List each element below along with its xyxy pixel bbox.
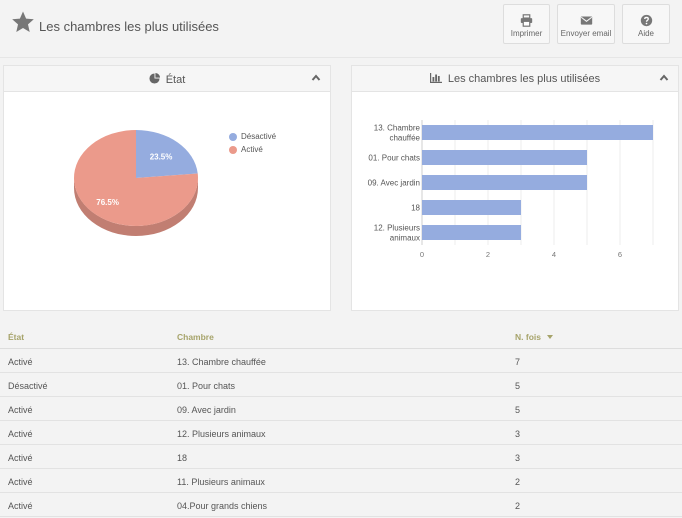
page-header: Les chambres les plus utilisées Imprimer…	[0, 0, 682, 58]
cell-etat: Activé	[8, 357, 33, 367]
pie-value-label: 23.5%	[150, 153, 173, 162]
help-icon	[640, 14, 652, 27]
bar-chart: 13. Chambre chauffée 01. Pour chats 09. Ave…	[368, 120, 654, 259]
print-button-label: Imprimer	[510, 29, 543, 38]
pie-side-activé	[74, 178, 198, 236]
state-panel-title: État	[165, 74, 186, 86]
bar-category-label: 12. Plusieurs animaux	[374, 224, 420, 243]
cell-etat: Activé	[8, 405, 33, 415]
sort-desc-icon	[546, 335, 553, 339]
rooms-panel-header: Les chambres les plus utilisées	[352, 66, 678, 92]
legend-label: Désactivé	[241, 132, 277, 141]
bar[interactable]	[422, 225, 521, 240]
send-email-button[interactable]: Envoyer email	[557, 4, 615, 44]
cell-etat: Désactivé	[8, 381, 48, 391]
state-panel-header: État	[4, 66, 330, 92]
cell-n-fois: 3	[515, 429, 521, 439]
send-email-button-label: Envoyer email	[560, 29, 612, 38]
pie-slice-activé[interactable]	[73, 130, 198, 226]
cell-chambre: 04.Pour grands chiens	[177, 501, 268, 511]
bar-category-label: 18	[411, 204, 420, 213]
help-button-label: Aide	[637, 29, 654, 38]
column-header-etat[interactable]: État	[8, 332, 25, 342]
cell-etat: Activé	[8, 501, 33, 511]
bar-category-label: 01. Pour chats	[368, 154, 420, 163]
table-row[interactable]: Activé 13. Chambre chauffée 7	[0, 349, 682, 373]
pie-chart: 23.5% 76.5%	[73, 130, 198, 236]
pie-slice-désactivé[interactable]	[136, 130, 198, 178]
bar-chart-icon	[429, 73, 442, 83]
rooms-panel: Les chambres les plus utilisées 13. Cham…	[351, 65, 679, 311]
state-panel: État 23.5% 76.5% Désactivé Activé	[3, 65, 331, 311]
x-tick-label: 2	[486, 250, 490, 259]
legend-label: Activé	[241, 145, 263, 154]
x-tick-label: 4	[552, 250, 556, 259]
cell-etat: Activé	[8, 453, 33, 463]
cell-n-fois: 3	[515, 453, 521, 463]
table-row[interactable]: Activé 09. Avec jardin 5	[0, 397, 682, 421]
pie-legend: Désactivé Activé	[229, 132, 276, 158]
table-body: Activé 13. Chambre chauffée 7 Désactivé 01. …	[0, 349, 682, 517]
cell-etat: Activé	[8, 477, 33, 487]
table-row[interactable]: Activé 18 3	[0, 445, 682, 469]
cell-n-fois: 5	[515, 405, 521, 415]
rooms-table: État Chambre N. fois Activé 13. Chambre c…	[0, 324, 682, 517]
cell-chambre: 01. Pour chats	[177, 381, 236, 391]
cell-etat: Activé	[8, 429, 33, 439]
collapse-chevron-icon[interactable]	[311, 73, 321, 83]
table-row[interactable]: Activé 11. Plusieurs animaux 2	[0, 469, 682, 493]
legend-dot	[229, 132, 237, 141]
table-row[interactable]: Activé 12. Plusieurs animaux 3	[0, 421, 682, 445]
star-icon	[12, 11, 34, 32]
pie-value-label: 76.5%	[96, 198, 119, 207]
rooms-panel-title: Les chambres les plus utilisées	[447, 73, 601, 85]
bar[interactable]	[422, 175, 587, 190]
collapse-chevron-icon[interactable]	[659, 73, 669, 83]
email-icon	[580, 16, 592, 25]
pie-chart-icon	[149, 73, 160, 84]
bar[interactable]	[422, 150, 587, 165]
print-icon	[520, 14, 533, 27]
cell-chambre: 09. Avec jardin	[177, 405, 236, 415]
cell-chambre: 13. Chambre chauffée	[177, 357, 266, 367]
table-header: État Chambre N. fois	[0, 324, 682, 349]
cell-chambre: 12. Plusieurs animaux	[177, 429, 266, 439]
legend-item-desactive[interactable]: Désactivé	[229, 132, 276, 141]
cell-n-fois: 2	[515, 501, 521, 511]
column-header-n-fois-label: N. fois	[515, 332, 541, 342]
bar-category-label: 09. Avec jardin	[368, 179, 420, 188]
bar[interactable]	[422, 125, 653, 140]
column-header-n-fois[interactable]: N. fois	[515, 332, 553, 342]
bar[interactable]	[422, 200, 521, 215]
legend-item-active[interactable]: Activé	[229, 145, 276, 154]
x-tick-label: 0	[420, 250, 424, 259]
cell-n-fois: 2	[515, 477, 521, 487]
cell-n-fois: 5	[515, 381, 521, 391]
cell-n-fois: 7	[515, 357, 521, 367]
cell-chambre: 11. Plusieurs animaux	[177, 477, 265, 487]
help-button[interactable]: Aide	[622, 4, 670, 44]
table-row[interactable]: Activé 04.Pour grands chiens 2	[0, 493, 682, 517]
cell-chambre: 18	[177, 453, 188, 463]
page-title: Les chambres les plus utilisées	[39, 19, 219, 34]
print-button[interactable]: Imprimer	[503, 4, 550, 44]
legend-dot	[229, 145, 237, 154]
column-header-chambre[interactable]: Chambre	[177, 332, 214, 342]
table-row[interactable]: Désactivé 01. Pour chats 5	[0, 373, 682, 397]
bar-category-label: 13. Chambre chauffée	[374, 124, 421, 143]
x-tick-label: 6	[618, 250, 622, 259]
